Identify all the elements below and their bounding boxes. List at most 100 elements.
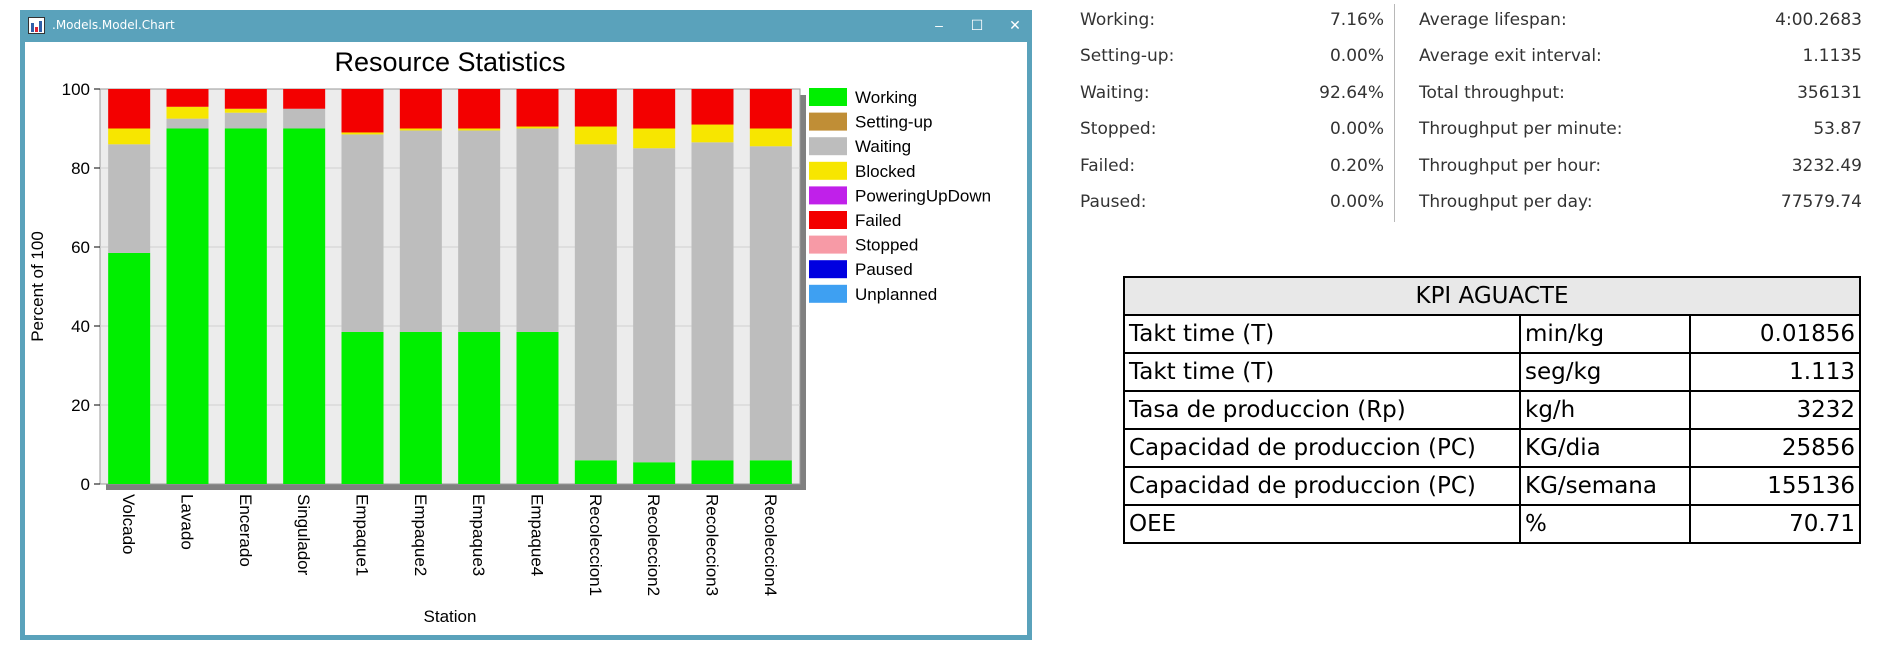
- bar-segment-working: [458, 331, 501, 484]
- kpi-value: 3232: [1689, 390, 1861, 430]
- kpi-row: Takt time (T) seg/kg 1.113: [1123, 352, 1861, 392]
- stat-value: 356131: [1797, 83, 1862, 103]
- kpi-metric-name: Takt time (T): [1123, 314, 1521, 354]
- kpi-value: 0.01856: [1689, 314, 1861, 354]
- y-tick-label: 60: [71, 238, 90, 257]
- bar-segment-blocked: [633, 128, 676, 149]
- bar-segment-waiting: [749, 146, 792, 461]
- bar-segment-waiting: [166, 118, 209, 129]
- stat-value: 53.87: [1813, 119, 1862, 139]
- stat-value: 7.16%: [1329, 10, 1384, 30]
- stat-value: 0.00%: [1329, 119, 1384, 139]
- stat-label: Average exit interval:: [1419, 46, 1602, 66]
- stat-label: Stopped:: [1080, 119, 1157, 139]
- bar-segment-waiting: [224, 112, 267, 129]
- chart-window: .Models.Model.Chart – ☐ ✕ 0 20 40 60 80 100 Vo…: [20, 10, 1032, 640]
- x-tick-label: Encerado: [236, 494, 255, 567]
- legend-label: Waiting: [855, 137, 911, 156]
- kpi-value: 70.71: [1689, 504, 1861, 544]
- stat-value: 77579.74: [1780, 192, 1862, 212]
- stat-value: 0.00%: [1329, 192, 1384, 212]
- kpi-metric-name: Capacidad de produccion (PC): [1123, 428, 1521, 468]
- resource-statistics-chart: 0 20 40 60 80 100 Volcado Lavado Encerado Singula…: [28, 47, 991, 626]
- bar-segment-waiting: [574, 144, 617, 461]
- kpi-table: KPI AGUACTE Takt time (T) min/kg 0.01856 Ta…: [1123, 276, 1861, 544]
- chart-title: Resource Statistics: [334, 47, 565, 77]
- x-tick-label: Lavado: [178, 494, 197, 550]
- bar-segment-failed: [633, 89, 676, 129]
- bar-segment-failed: [283, 89, 326, 109]
- kpi-metric-name: Tasa de produccion (Rp): [1123, 390, 1521, 430]
- x-tick-label: Recoleccion2: [644, 494, 663, 596]
- kpi-unit: KG/dia: [1519, 428, 1691, 468]
- bar-segment-working: [166, 128, 209, 484]
- bar-segment-blocked: [749, 128, 792, 147]
- kpi-value: 155136: [1689, 466, 1861, 506]
- stat-label: Waiting:: [1080, 83, 1150, 103]
- bar-segment-failed: [108, 89, 151, 129]
- x-tick-label: Recoleccion3: [703, 494, 722, 596]
- maximize-button[interactable]: ☐: [970, 17, 984, 33]
- kpi-unit: seg/kg: [1519, 352, 1691, 392]
- stat-label: Setting-up:: [1080, 46, 1175, 66]
- legend-swatch: [809, 112, 847, 131]
- stat-value: 92.64%: [1319, 83, 1384, 103]
- x-tick-label: Empaque1: [353, 494, 372, 576]
- bar-segment-failed: [166, 89, 209, 107]
- bar-segment-blocked: [574, 126, 617, 145]
- stat-value: 1.1135: [1802, 46, 1862, 66]
- x-tick-label: Singulador: [294, 494, 313, 576]
- legend-swatch: [809, 186, 847, 205]
- legend-swatch: [809, 161, 847, 180]
- kpi-unit: min/kg: [1519, 314, 1691, 354]
- bar-segment-working: [399, 331, 442, 484]
- bar-segment-failed: [516, 89, 559, 127]
- legend-label: Setting-up: [855, 113, 933, 132]
- bar-segment-blocked: [108, 128, 151, 145]
- bar-segment-failed: [341, 89, 384, 133]
- y-tick-label: 80: [71, 159, 90, 178]
- kpi-unit: kg/h: [1519, 390, 1691, 430]
- y-tick-label: 20: [71, 396, 90, 415]
- bar-segment-working: [283, 128, 326, 484]
- bar-segment-failed: [691, 89, 734, 125]
- bar-segment-waiting: [458, 130, 501, 332]
- bar-segment-waiting: [283, 108, 326, 129]
- legend-label: Stopped: [855, 236, 918, 255]
- bar-segment-blocked: [516, 126, 559, 129]
- window-title: .Models.Model.Chart: [52, 18, 175, 32]
- minimize-button[interactable]: –: [935, 17, 943, 33]
- legend-swatch: [809, 137, 847, 156]
- stat-label: Total throughput:: [1419, 83, 1565, 103]
- stats-divider: [1394, 4, 1395, 222]
- legend-label: PoweringUpDown: [855, 186, 991, 205]
- x-tick-label: Empaque2: [411, 494, 430, 576]
- chart-area: 0 20 40 60 80 100 Volcado Lavado Encerado Singula…: [25, 42, 1027, 635]
- close-button[interactable]: ✕: [1009, 17, 1021, 33]
- stat-label: Throughput per hour:: [1419, 156, 1602, 176]
- bar-segment-working: [633, 462, 676, 484]
- legend-swatch: [809, 284, 847, 303]
- kpi-metric-name: OEE: [1123, 504, 1521, 544]
- plot-background: [99, 88, 801, 485]
- legend-swatch: [809, 88, 847, 106]
- x-tick-label: Volcado: [119, 494, 138, 555]
- stat-label: Paused:: [1080, 192, 1147, 212]
- window-titlebar[interactable]: .Models.Model.Chart – ☐ ✕: [20, 10, 1032, 40]
- y-tick-label: 100: [62, 80, 90, 99]
- kpi-metric-name: Capacidad de produccion (PC): [1123, 466, 1521, 506]
- legend-label: Failed: [855, 211, 901, 230]
- bar-segment-failed: [399, 89, 442, 129]
- bar-segment-working: [516, 331, 559, 484]
- x-tick-label: Recoleccion1: [586, 494, 605, 596]
- kpi-row: Capacidad de produccion (PC) KG/dia 25856: [1123, 428, 1861, 468]
- bar-segment-blocked: [399, 128, 442, 131]
- kpi-row: Takt time (T) min/kg 0.01856: [1123, 314, 1861, 354]
- kpi-unit: %: [1519, 504, 1691, 544]
- bar-segment-waiting: [341, 134, 384, 332]
- bar-segment-working: [574, 460, 617, 484]
- stat-label: Failed:: [1080, 156, 1136, 176]
- stat-label: Throughput per day:: [1419, 192, 1593, 212]
- x-axis-label: Station: [424, 607, 477, 626]
- stat-value: 4:00.2683: [1775, 10, 1862, 30]
